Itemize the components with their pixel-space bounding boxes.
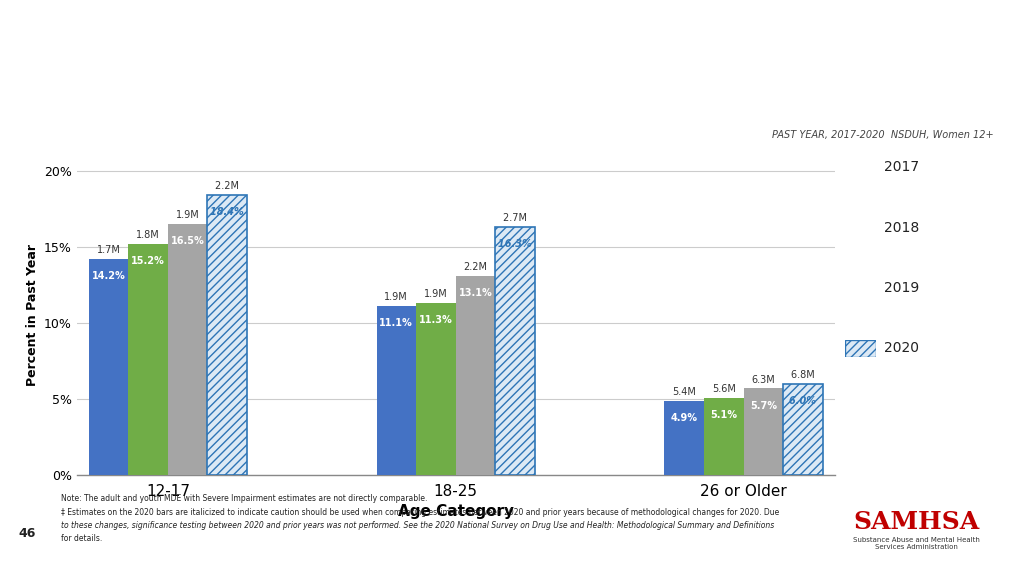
Text: ⁢6.0%: ⁢6.0% [790, 396, 816, 406]
Bar [783, 384, 822, 475]
Bar [168, 224, 208, 475]
Text: 11.1%: 11.1% [380, 319, 414, 328]
Text: 2.2M: 2.2M [464, 262, 487, 272]
Text: Note: The adult and youth MDE with Severe Impairment estimates are not directly : Note: The adult and youth MDE with Sever… [61, 494, 428, 503]
Text: 15.2%: 15.2% [131, 256, 165, 266]
Bar [416, 303, 456, 475]
Text: 14.2%: 14.2% [91, 271, 125, 281]
Text: 1.9M: 1.9M [384, 293, 409, 302]
Text: to these changes, significance testing between 2020 and prior years was not perf: to these changes, significance testing b… [61, 521, 775, 530]
Text: ⁢18.4%: ⁢18.4% [210, 207, 244, 217]
Text: 11.3%: 11.3% [419, 316, 453, 325]
Text: PAST YEAR, 2017-2020  NSDUH, Women 12+: PAST YEAR, 2017-2020 NSDUH, Women 12+ [772, 130, 993, 139]
Bar [128, 244, 168, 475]
Bar [208, 195, 247, 475]
Y-axis label: Percent in Past Year: Percent in Past Year [26, 244, 39, 386]
Bar [377, 306, 416, 475]
Text: 2020: 2020 [884, 342, 919, 355]
Text: SAMHSA: SAMHSA [853, 510, 980, 534]
Text: ⁢2.2M: ⁢2.2M [215, 181, 240, 191]
Text: ⁢6.8M: ⁢6.8M [791, 370, 815, 380]
Text: 2017: 2017 [884, 160, 919, 174]
Text: ⁢16.3%: ⁢16.3% [498, 239, 531, 249]
Text: ‡ Estimates on the 2020 bars are italicized to indicate caution should be used w: ‡ Estimates on the 2020 bars are italici… [61, 508, 779, 517]
Text: 5.6M: 5.6M [712, 384, 735, 394]
Bar [456, 276, 496, 475]
Text: for details.: for details. [61, 534, 102, 543]
X-axis label: Age Category: Age Category [397, 504, 514, 519]
Text: 5.4M: 5.4M [672, 387, 696, 397]
Text: 1.9M: 1.9M [424, 289, 447, 300]
Text: Among Women Aged 12+: Among Women Aged 12+ [26, 84, 343, 104]
Text: 6.3M: 6.3M [752, 374, 775, 385]
Text: 2018: 2018 [884, 221, 919, 234]
Text: Major Depressive Episodes with Severe Impairment in Past Year:: Major Depressive Episodes with Severe Im… [26, 35, 839, 55]
Text: 2019: 2019 [884, 281, 919, 295]
Bar [743, 388, 783, 475]
Text: Substance Abuse and Mental Health
Services Administration: Substance Abuse and Mental Health Servic… [853, 537, 980, 550]
Text: 5.1%: 5.1% [711, 410, 737, 420]
Text: 13.1%: 13.1% [459, 288, 493, 298]
Bar [703, 397, 743, 475]
Text: 46: 46 [18, 527, 36, 540]
Text: ⁢2.7M: ⁢2.7M [503, 213, 527, 223]
Bar [89, 259, 128, 475]
Text: 1.9M: 1.9M [176, 210, 200, 220]
Text: 4.9%: 4.9% [671, 413, 697, 423]
Bar [665, 401, 703, 475]
Text: 16.5%: 16.5% [171, 236, 205, 246]
Text: 5.7%: 5.7% [750, 401, 777, 411]
Text: 1.7M: 1.7M [96, 245, 121, 255]
Text: 1.8M: 1.8M [136, 230, 160, 240]
Bar [496, 227, 535, 475]
